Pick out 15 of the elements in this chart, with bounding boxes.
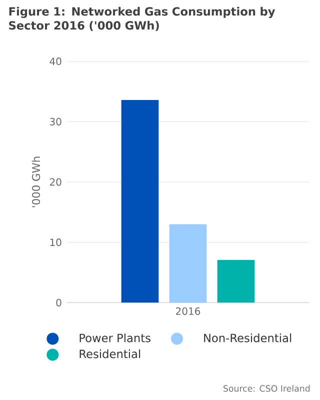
y-tick-label: 10 xyxy=(50,238,62,246)
legend-label: Residential xyxy=(80,349,140,358)
source-note: Source: CSO Ireland xyxy=(224,385,310,392)
bar xyxy=(217,260,255,303)
x-tick-label: 2016 xyxy=(176,307,200,315)
bar xyxy=(169,224,207,303)
y-tick-label: 0 xyxy=(56,298,62,306)
y-tick-label: 40 xyxy=(50,58,62,66)
chart-title: Figure 1: Networked Gas Consumption by Sector 2016 ('000 GWh) xyxy=(9,6,276,32)
legend-label: Non-Residential xyxy=(204,333,292,342)
y-axis-title: '000 GWh xyxy=(32,156,40,208)
legend-label: Power Plants xyxy=(80,333,150,342)
bar xyxy=(121,100,159,303)
y-tick-label: 20 xyxy=(50,178,62,186)
y-tick-label: 30 xyxy=(50,118,62,126)
